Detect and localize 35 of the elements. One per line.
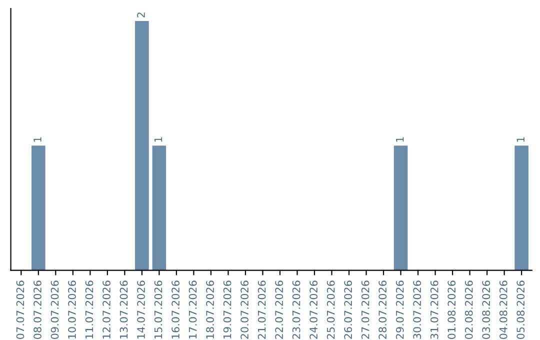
data-label: 1 <box>154 137 162 142</box>
x-tick-label: 18.07.2026 <box>206 280 214 339</box>
x-tick-label: 05.08.2026 <box>516 280 525 339</box>
x-tick-label: 01.08.2026 <box>448 280 456 339</box>
x-tick-label: 17.07.2026 <box>188 280 197 339</box>
x-tick-label: 27.07.2026 <box>361 280 370 339</box>
x-tick-label: 19.07.2026 <box>223 280 232 339</box>
x-tick-label: 14.07.2026 <box>137 280 145 339</box>
x-tick-label: 13.07.2026 <box>120 280 128 339</box>
x-tick-label: 28.07.2026 <box>378 280 387 339</box>
x-tick-label: 30.07.2026 <box>413 280 422 339</box>
x-tick-label: 11.07.2026 <box>85 280 94 339</box>
x-tick-label: 02.08.2026 <box>464 280 473 339</box>
x-tick-label: 20.07.2026 <box>240 280 248 339</box>
data-label: 1 <box>396 137 404 142</box>
data-label: 1 <box>516 137 524 142</box>
x-tick-label: 22.07.2026 <box>275 280 283 339</box>
x-tick-label: 07.07.2026 <box>16 280 24 339</box>
x-tick-label: 08.07.2026 <box>34 280 42 339</box>
x-tick-label: 24.07.2026 <box>310 280 318 339</box>
x-tick-label: 12.07.2026 <box>102 280 110 339</box>
x-tick-label: 09.07.2026 <box>50 280 59 339</box>
data-label: 2 <box>137 12 145 18</box>
x-tick-label: 23.07.2026 <box>292 280 300 339</box>
x-tick-label: 04.08.2026 <box>499 280 508 339</box>
x-tick-label: 29.07.2026 <box>396 280 404 339</box>
x-tick-label: 31.07.2026 <box>430 280 438 339</box>
x-tick-label: 15.07.2026 <box>154 280 162 339</box>
x-tick-label: 26.07.2026 <box>344 280 352 339</box>
x-tick-label: 16.07.2026 <box>172 280 180 339</box>
x-tick-label: 03.08.2026 <box>482 280 490 339</box>
data-label: 1 <box>34 137 42 142</box>
x-tick-label: 10.07.2026 <box>68 280 76 339</box>
x-tick-label: 25.07.2026 <box>326 280 335 339</box>
x-tick-label: 21.07.2026 <box>258 280 266 339</box>
